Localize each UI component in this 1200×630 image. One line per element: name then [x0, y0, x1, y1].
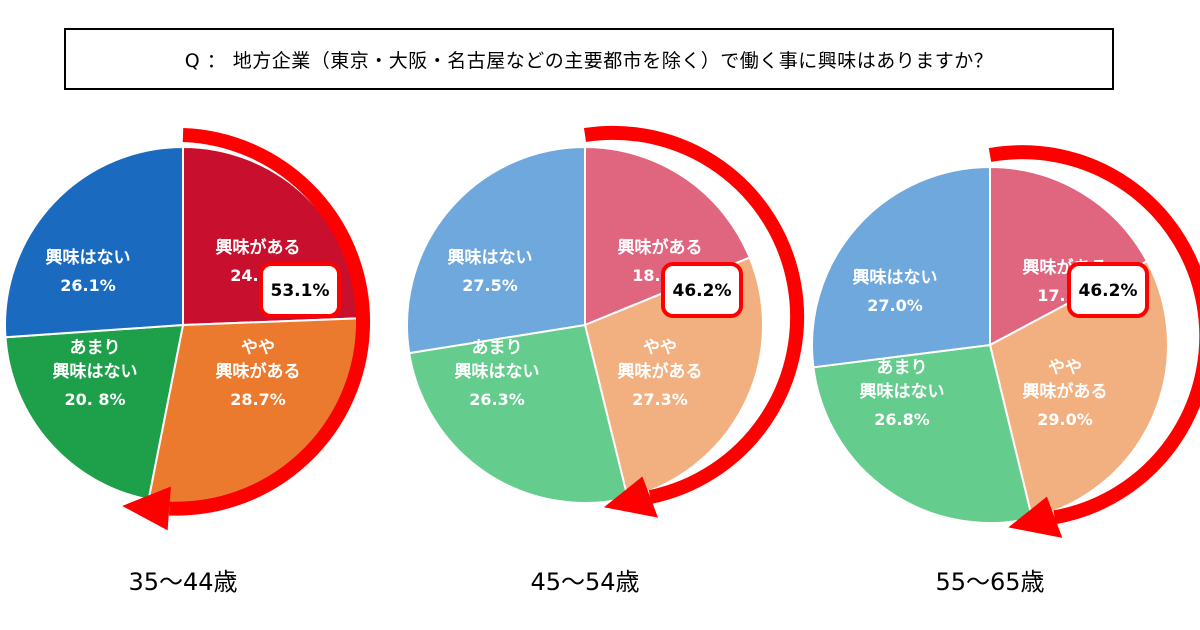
slice-label: やや興味がある [216, 338, 301, 382]
slice-label: 興味はない [46, 247, 131, 268]
slice-value-label: 20. 8% [64, 390, 125, 409]
age-group-label: 45～54歳 [530, 568, 639, 596]
slice-label: あまり興味はない [53, 338, 138, 382]
slice-value-label: 26.8% [874, 410, 930, 429]
highlight-arc [169, 128, 370, 516]
highlight-arc [583, 125, 805, 504]
pie-slice [988, 259, 1170, 520]
total-badge-value: 46.2% [1079, 281, 1138, 301]
total-badge [259, 262, 341, 318]
pie-slice [408, 323, 629, 504]
slice-value-label: 27.3% [632, 390, 688, 409]
pie-slice [4, 323, 185, 501]
arrow-head [603, 476, 658, 518]
slice-value-label: 26.1% [60, 276, 116, 295]
total-badge-value: 46.2% [673, 281, 732, 301]
pie-slice [4, 145, 184, 339]
pie-slice [989, 165, 1149, 347]
age-group-label: 35～44歳 [128, 568, 237, 596]
arrow-head [122, 486, 171, 531]
pie-slice [811, 165, 991, 369]
pie-chart-3: 興味がある17.2%やや興味がある29.0%あまり興味はない26.8%興味はない… [811, 145, 1200, 596]
slice-value-label: 28.7% [230, 390, 286, 409]
slice-value-label: 27.5% [462, 276, 518, 295]
total-badge [661, 262, 743, 318]
slice-label: やや興味がある [618, 338, 703, 382]
slice-label: やや興味がある [1023, 358, 1108, 402]
highlight-arc [988, 145, 1200, 525]
arrow-head [1008, 496, 1063, 538]
question-box: Q ： 地方企業（東京・大阪・名古屋などの主要都市を除く）で働く事に興味はありま… [64, 28, 1114, 90]
total-badge-value: 53.1% [271, 281, 330, 301]
pie-slice [812, 343, 1034, 524]
total-badge [1067, 262, 1149, 318]
question-text: Q ： 地方企業（東京・大阪・名古屋などの主要都市を除く）で働く事に興味はありま… [184, 49, 994, 72]
pie-slice [406, 145, 586, 355]
pie-slice [584, 145, 752, 327]
slice-label: 興味がある [618, 237, 703, 258]
slice-label: あまり興味はない [455, 338, 540, 382]
pie-chart-2: 興味がある18.8%やや興味がある27.3%あまり興味はない26.3%興味はない… [406, 125, 805, 596]
slice-value-label: 27.0% [867, 296, 923, 315]
slice-label: 興味はない [448, 247, 533, 268]
slice-label: あまり興味はない [860, 358, 945, 402]
slice-value-label: 29.0% [1037, 410, 1093, 429]
slice-value-label: 26.3% [469, 390, 525, 409]
age-group-label: 55～65歳 [935, 568, 1044, 596]
slice-label: 興味はない [853, 267, 938, 288]
slice-label: 興味がある [216, 237, 301, 258]
